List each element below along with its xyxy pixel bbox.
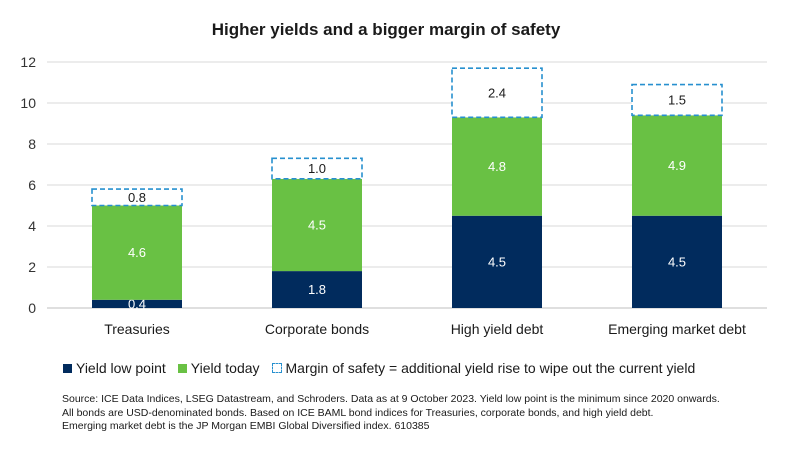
- y-tick-label: 0: [28, 300, 36, 316]
- legend-swatch-margin-of-safety: [271, 363, 282, 373]
- legend-label-yield-low-point: Yield low point: [76, 360, 166, 376]
- data-label: 4.5: [308, 218, 326, 233]
- legend-swatch-yield-today: [177, 363, 187, 373]
- data-label: 4.9: [668, 158, 686, 173]
- y-tick-label: 10: [20, 95, 36, 111]
- margin-of-safety-box: [451, 67, 543, 119]
- margin-of-safety-box: [91, 188, 183, 207]
- source-note-line: All bonds are USD-denominated bonds. Bas…: [62, 406, 654, 419]
- source-note: Source: ICE Data Indices, LSEG Datastrea…: [62, 393, 720, 434]
- legend-label-margin-of-safety: Margin of safety = additional yield rise…: [285, 360, 696, 376]
- y-tick-label: 12: [20, 54, 36, 70]
- data-label: 1.5: [668, 92, 686, 107]
- margin-of-safety-box: [271, 157, 363, 180]
- margin-of-safety-box: [631, 83, 723, 117]
- x-category-label: Emerging market debt: [608, 321, 746, 337]
- x-category-label: High yield debt: [451, 321, 544, 337]
- data-label: 0.8: [128, 190, 146, 205]
- y-tick-label: 8: [28, 136, 36, 152]
- yield-today-bar: [632, 115, 722, 216]
- legend-item-margin-of-safety: Margin of safety = additional yield rise…: [271, 360, 696, 376]
- bar-stack: 4.5 4.8 2.4: [451, 67, 543, 308]
- bar-stack: 4.5 4.9 1.5: [631, 83, 723, 308]
- legend-label-yield-today: Yield today: [190, 360, 260, 376]
- data-label: 4.5: [488, 254, 506, 269]
- data-label: 4.6: [128, 245, 146, 260]
- data-label: 1.8: [308, 282, 326, 297]
- source-note-line: Emerging market debt is the JP Morgan EM…: [62, 420, 430, 432]
- chart-title: Higher yields and a bigger margin of saf…: [211, 20, 561, 39]
- yield-today-bar: [272, 178, 362, 272]
- y-axis-tick-labels: 0 2 4 6 8 10 12: [20, 54, 36, 316]
- yield-today-bar: [452, 117, 542, 216]
- x-category-label: Treasuries: [104, 321, 170, 337]
- x-category-label: Corporate bonds: [265, 321, 369, 337]
- stacked-bar-chart: 0246810120.44.60.81.84.51.04.54.82.44.54…: [20, 54, 767, 337]
- legend-item-yield-today: Yield today: [177, 360, 260, 376]
- data-label: 0.4: [128, 296, 146, 311]
- yield-low-point-bar: [272, 271, 362, 308]
- yield-low-point-bar: [92, 299, 182, 308]
- legend: Yield low point Yield today Margin of sa…: [63, 360, 695, 376]
- yield-low-point-bar: [452, 215, 542, 308]
- data-label: 4.8: [488, 159, 506, 174]
- yield-low-point-bar: [632, 215, 722, 308]
- bar-stack: 0.4 4.6 0.8: [91, 188, 183, 311]
- data-label: 1.0: [308, 161, 326, 176]
- legend-swatch-yield-low-point: [63, 363, 72, 373]
- data-label: 4.5: [668, 254, 686, 269]
- y-tick-label: 6: [28, 177, 36, 193]
- y-tick-label: 4: [28, 218, 36, 234]
- bar-stack: 1.8 4.5 1.0: [271, 157, 363, 308]
- legend-item-yield-low-point: Yield low point: [63, 360, 166, 376]
- data-label: 2.4: [488, 85, 506, 100]
- y-tick-label: 2: [28, 259, 36, 275]
- yield-today-bar: [92, 205, 182, 300]
- bars: 0.4 4.6 0.8 1.8 4.5 1.0 4.5 4.8 2.4 4.5 4.9 1.5: [91, 67, 723, 311]
- source-note-line: Source: ICE Data Indices, LSEG Datastrea…: [62, 393, 720, 405]
